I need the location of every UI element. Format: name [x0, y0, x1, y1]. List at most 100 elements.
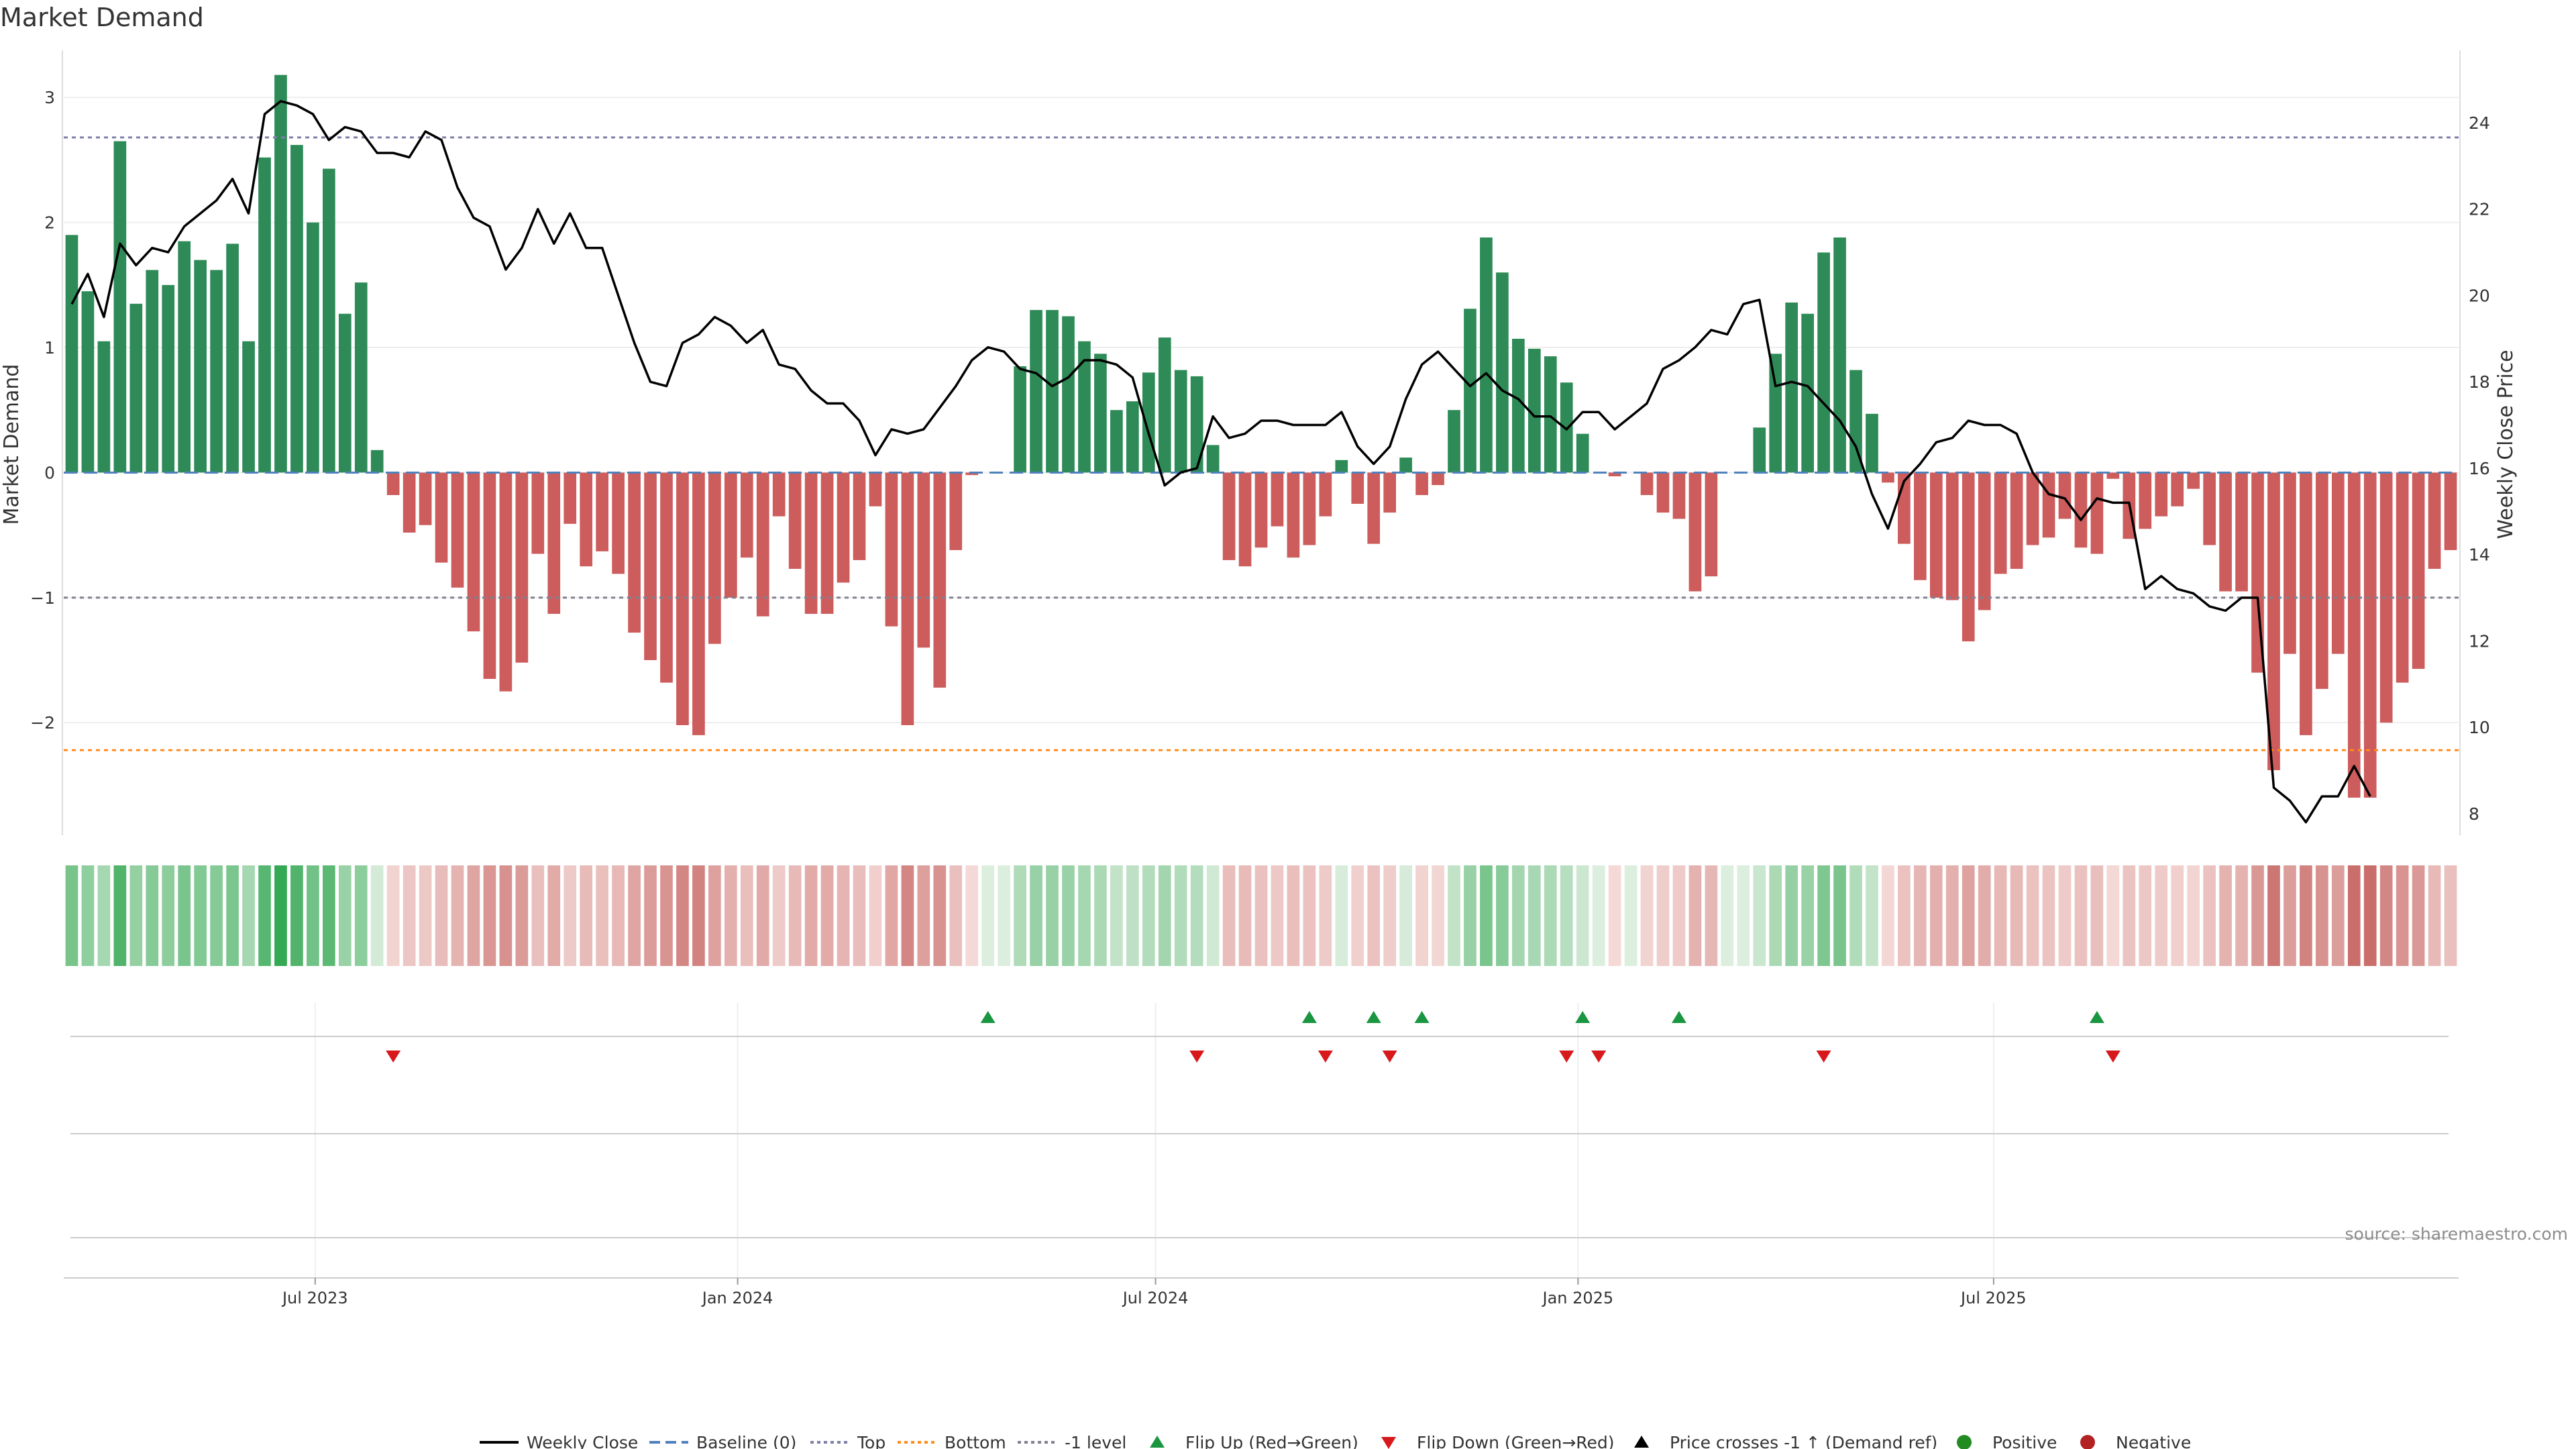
- event-rows: [70, 1133, 2449, 1238]
- demand-bar-negative: [2090, 472, 2104, 554]
- heat-strip-cell: [1094, 865, 1107, 966]
- heat-strip-cell: [146, 865, 159, 966]
- demand-bar-positive: [1785, 302, 1799, 473]
- heat-strip-cell: [354, 865, 368, 966]
- demand-bar-positive: [1126, 401, 1139, 473]
- heat-strip-cell: [2300, 865, 2312, 966]
- heat-strip-cell: [547, 865, 561, 966]
- demand-bar-negative: [2412, 472, 2425, 669]
- heat-strip-cell: [2412, 865, 2425, 966]
- flip-up-marker: [980, 1011, 996, 1023]
- demand-bar-negative: [2139, 472, 2152, 529]
- demand-bar-positive: [129, 303, 143, 473]
- price-line: [70, 100, 2371, 824]
- demand-bar-positive: [354, 282, 368, 473]
- heat-strip-cell: [1898, 865, 1911, 966]
- demand-bar-negative: [2315, 472, 2328, 689]
- heat-strip-cell: [1656, 865, 1670, 966]
- heat-strip-cell: [1560, 865, 1573, 966]
- heat-strip-cell: [290, 865, 303, 966]
- demand-bar-negative: [1945, 472, 1959, 600]
- demand-bar-negative: [1994, 472, 2007, 574]
- heat-strip-cell: [869, 865, 882, 966]
- heat-strip-cell: [65, 865, 78, 966]
- legend-label: Price crosses -1 ↑ (Demand ref): [1670, 1433, 1937, 1449]
- legend-label: Baseline (0): [696, 1433, 796, 1449]
- heat-strip-cell: [1190, 865, 1203, 966]
- legend-label: Flip Down (Green→Red): [1417, 1433, 1615, 1449]
- heat-strip-cell: [2396, 865, 2409, 966]
- legend-swatch-dot: [2080, 1435, 2095, 1449]
- legend-item: Flip Down (Green→Red): [1381, 1433, 1615, 1449]
- demand-bar-negative: [2026, 472, 2039, 545]
- y2-tick-label: 22: [2469, 200, 2490, 219]
- heat-strip-cell: [1480, 865, 1493, 966]
- heat-strip-cell: [178, 865, 191, 966]
- demand-bar-negative: [1367, 472, 1381, 544]
- heat-strip-cell: [1126, 865, 1139, 966]
- heat-strip-cell: [1432, 865, 1444, 966]
- demand-bar-negative: [917, 472, 930, 648]
- demand-bar-positive: [370, 449, 384, 473]
- x-tick-label: Jul 2025: [1960, 1289, 2027, 1307]
- demand-bar-negative: [772, 472, 786, 517]
- demand-bar-negative: [1303, 472, 1316, 545]
- demand-bar-negative: [467, 472, 480, 632]
- legend-item: Price crosses -1 ↑ (Demand ref): [1634, 1433, 1937, 1449]
- flip-down-marker: [1591, 1051, 1607, 1063]
- demand-bar-positive: [81, 291, 95, 473]
- demand-heat-strip: [65, 865, 2457, 966]
- y-tick-label: 3: [44, 88, 55, 107]
- demand-bar-negative: [1978, 472, 1991, 610]
- demand-bar-negative: [1929, 472, 1943, 598]
- heat-strip-cell: [1688, 865, 1702, 966]
- demand-bar-negative: [933, 472, 947, 688]
- heat-strip-cell: [981, 865, 995, 966]
- demand-bar-negative: [1238, 472, 1252, 567]
- heat-strip-cell: [2444, 865, 2457, 966]
- heat-strip-cell: [1737, 865, 1750, 966]
- demand-bar-positive: [97, 341, 111, 473]
- heat-strip-cell: [1640, 865, 1654, 966]
- demand-bar-negative: [869, 472, 882, 506]
- heat-strip-cell: [2428, 865, 2441, 966]
- demand-bar-positive: [65, 235, 78, 473]
- y-tick-label: −2: [30, 713, 55, 733]
- legend: Weekly Close Baseline (0) Top Bottom -1 leve…: [480, 1433, 2191, 1449]
- heat-strip-cell: [1833, 865, 1846, 966]
- heat-strip-cell: [1254, 865, 1268, 966]
- demand-bar-positive: [226, 244, 239, 473]
- demand-bar-negative: [1688, 472, 1702, 592]
- demand-bar-negative: [1287, 472, 1300, 558]
- heat-strip-cell: [402, 865, 416, 966]
- demand-bar-negative: [2235, 472, 2248, 592]
- heat-strip-cell: [1014, 865, 1026, 966]
- legend-item: Flip Up (Red→Green): [1150, 1433, 1358, 1449]
- x-tick-label: Jul 2023: [281, 1289, 348, 1307]
- demand-bar-positive: [1206, 445, 1220, 473]
- demand-bar-positive: [210, 270, 223, 473]
- heat-strip-cell: [1319, 865, 1332, 966]
- heat-strip-cell: [1062, 865, 1075, 966]
- heat-strip-cell: [1046, 865, 1059, 966]
- demand-bar-negative: [2428, 472, 2441, 569]
- heat-strip-cell: [1078, 865, 1091, 966]
- y2-tick-label: 20: [2469, 286, 2490, 305]
- demand-bar-negative: [2347, 472, 2361, 798]
- heat-strip-cell: [2363, 865, 2377, 966]
- heat-strip-cell: [2106, 865, 2120, 966]
- heat-strip-cell: [2315, 865, 2328, 966]
- heat-strip-cell: [933, 865, 947, 966]
- heat-strip-cell: [2123, 865, 2136, 966]
- x-tick-label: Jan 2024: [701, 1289, 773, 1307]
- demand-bar-negative: [740, 472, 753, 558]
- heat-strip-cell: [1544, 865, 1557, 966]
- legend-item: Top: [810, 1433, 885, 1449]
- demand-bar-negative: [724, 472, 737, 598]
- demand-bar-negative: [2155, 472, 2168, 517]
- heat-strip-cell: [1383, 865, 1397, 966]
- demand-bar-negative: [1640, 472, 1654, 495]
- demand-bar-negative: [1271, 472, 1284, 527]
- heat-strip-cell: [2347, 865, 2361, 966]
